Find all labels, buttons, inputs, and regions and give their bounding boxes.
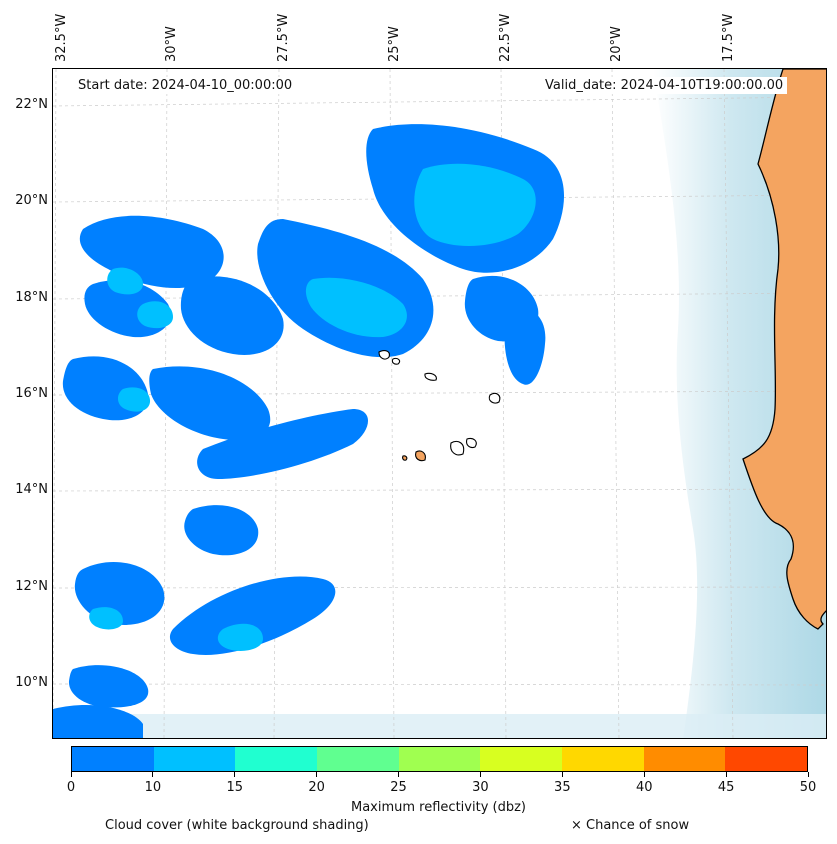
colorbar-segment-7 <box>643 747 726 771</box>
lat-label-18n: 18°N <box>15 290 48 305</box>
colorbar-segment-3 <box>317 747 399 771</box>
colorbar-segment-4 <box>398 747 481 771</box>
colorbar-tick <box>807 772 809 777</box>
lon-label-25w: 25°W <box>387 26 402 62</box>
reflectivity-10-15 <box>89 163 536 651</box>
valid-date-label: Valid_date: 2024-04-10T19:00:00.00 <box>541 77 788 94</box>
cloud-cover-note: Cloud cover (white background shading) <box>105 818 369 833</box>
reflectivity-colorbar <box>71 746 808 772</box>
colorbar-tick-label: 0 <box>66 780 76 795</box>
colorbar-segment-8 <box>725 747 808 771</box>
colorbar-tick <box>725 772 727 777</box>
colorbar-tick-label: 35 <box>554 780 571 795</box>
cloud-shading-south <box>53 714 826 738</box>
lat-label-22n: 22°N <box>15 97 48 112</box>
colorbar-segment-6 <box>562 747 644 771</box>
lat-label-10n: 10°N <box>15 675 48 690</box>
africa-landmass <box>742 69 826 630</box>
colorbar-segment-5 <box>480 747 563 771</box>
map-panel[interactable] <box>52 68 827 739</box>
colorbar-segment-1 <box>153 747 236 771</box>
colorbar-tick <box>643 772 645 777</box>
colorbar-tick-label: 20 <box>308 780 325 795</box>
colorbar-tick-label: 40 <box>635 780 653 795</box>
colorbar-segment-2 <box>235 747 318 771</box>
lat-label-16n: 16°N <box>15 386 48 401</box>
lon-label-32-5w: 32.5°W <box>54 13 69 62</box>
colorbar-tick-label: 50 <box>799 780 817 795</box>
colorbar-label: Maximum reflectivity (dbz) <box>351 800 526 815</box>
colorbar-tick <box>316 772 318 777</box>
lon-label-20w: 20°W <box>609 26 624 62</box>
lon-label-17-5w: 17.5°W <box>721 13 736 62</box>
colorbar-tick-label: 15 <box>226 780 244 795</box>
snow-legend-note: × Chance of snow <box>571 818 690 833</box>
lon-label-22-5w: 22.5°W <box>498 13 513 62</box>
cape-verde-islands <box>378 350 501 462</box>
colorbar-segment-0 <box>72 747 154 771</box>
colorbar-tick <box>70 772 72 777</box>
colorbar-tick <box>398 772 400 777</box>
start-date-label: Start date: 2024-04-10_00:00:00 <box>74 77 297 94</box>
map-canvas <box>53 69 826 738</box>
colorbar-tick-label: 25 <box>390 780 407 795</box>
colorbar-tick-label: 45 <box>717 780 735 795</box>
colorbar-tick <box>479 772 481 777</box>
lon-label-27-5w: 27.5°W <box>276 13 291 62</box>
colorbar-tick-label: 10 <box>144 780 162 795</box>
lat-label-14n: 14°N <box>15 482 48 497</box>
lat-label-12n: 12°N <box>15 579 48 594</box>
lat-label-20n: 20°N <box>15 193 48 208</box>
colorbar-tick <box>561 772 563 777</box>
colorbar-tick <box>152 772 154 777</box>
colorbar-tick <box>234 772 236 777</box>
colorbar-tick-label: 30 <box>472 780 489 795</box>
lon-label-30w: 30°W <box>164 26 179 62</box>
